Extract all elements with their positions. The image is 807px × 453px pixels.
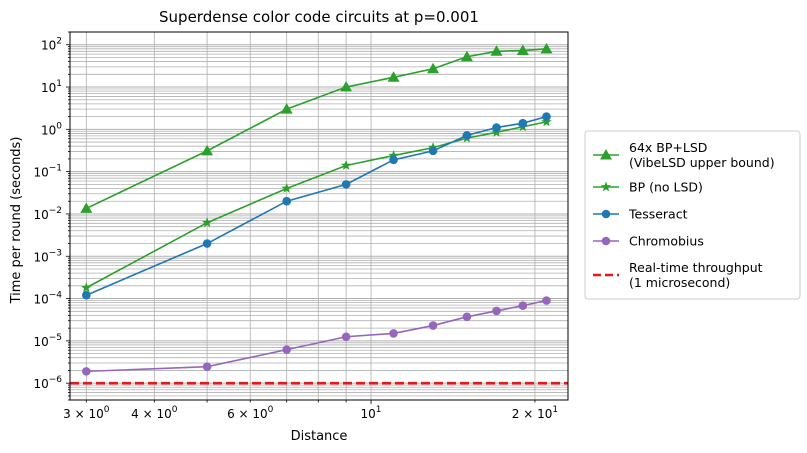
data-point-64x-bp-lsd — [490, 45, 503, 56]
x-tick-label: 6 × 100 — [227, 405, 274, 421]
data-point-64x-bp-lsd — [80, 202, 93, 213]
data-point-chromobius — [202, 362, 212, 372]
data-point-tesseract — [282, 196, 291, 206]
data-point-chromobius — [282, 345, 291, 354]
y-tick-label: 10−6 — [33, 375, 62, 391]
data-point-bp-no-lsd — [281, 183, 292, 193]
data-point-chromobius — [462, 312, 472, 322]
data-point-tesseract — [492, 123, 501, 132]
data-point-64x-bp-lsd — [427, 62, 440, 74]
legend: 64x BP+LSD(VibeLSD upper bound) BP (no LS… — [584, 130, 801, 300]
legend-label-real-time-throughput: Real-time throughput — [629, 260, 763, 275]
legend-label-real-time-throughput: (1 microsecond) — [629, 275, 730, 290]
data-point-tesseract — [202, 239, 212, 248]
data-point-64x-bp-lsd — [280, 103, 293, 114]
data-point-64x-bp-lsd — [387, 71, 400, 82]
data-point-tesseract — [462, 131, 472, 140]
data-point-tesseract — [341, 180, 351, 189]
data-point-chromobius — [82, 367, 91, 376]
y-tick-label: 10−5 — [33, 333, 62, 349]
data-point-tesseract — [428, 146, 438, 156]
data-point-tesseract — [82, 290, 91, 300]
data-point-64x-bp-lsd — [516, 44, 529, 56]
data-point-bp-no-lsd — [81, 282, 92, 293]
data-point-tesseract — [518, 118, 528, 128]
data-point-64x-bp-lsd — [540, 42, 553, 54]
legend-box — [584, 130, 801, 300]
series-line-64x-bp-lsd — [85, 48, 547, 210]
legend-label-chromobius: Chromobius — [629, 234, 704, 249]
x-tick-label: 4 × 100 — [131, 405, 178, 421]
series-line-tesseract — [86, 115, 547, 296]
y-tick-label: 10−3 — [33, 248, 62, 264]
axis-ticks: 10−6 10−5 10−4 10−3 10−2 10−1 100 101 102 3 × 100… — [33, 31, 558, 421]
legend-marker-bp-no-lsd — [600, 181, 612, 192]
data-point-chromobius — [428, 321, 438, 330]
x-tick-label: 101 — [361, 405, 382, 421]
data-point-bp-no-lsd — [541, 116, 552, 127]
y-tick-label: 10−4 — [33, 291, 62, 307]
y-tick-label: 102 — [41, 37, 62, 53]
y-tick-label: 10−2 — [33, 206, 62, 222]
y-tick-label: 10−1 — [33, 164, 62, 180]
legend-label-tesseract: Tesseract — [628, 207, 688, 222]
data-point-tesseract — [389, 155, 398, 165]
legend-label-64x-bp-lsd: 64x BP+LSD — [629, 140, 707, 155]
data-point-64x-bp-lsd — [201, 144, 214, 156]
y-tick-label: 100 — [41, 121, 62, 137]
data-point-64x-bp-lsd — [460, 50, 473, 62]
data-point-chromobius — [518, 301, 528, 310]
data-point-bp-no-lsd — [388, 150, 399, 160]
data-point-bp-no-lsd — [201, 217, 213, 228]
legend-marker-chromobius — [601, 236, 611, 246]
data-point-chromobius — [492, 306, 501, 316]
data-point-64x-bp-lsd — [340, 81, 353, 92]
y-axis-label: Time per round (seconds) — [9, 137, 24, 305]
data-point-bp-no-lsd — [340, 160, 352, 170]
y-tick-label: 101 — [41, 79, 62, 95]
data-point-tesseract — [542, 112, 551, 121]
series-line-bp-no-lsd — [85, 121, 547, 289]
x-tick-label: 2 × 101 — [512, 405, 558, 421]
x-axis-label: Distance — [291, 429, 348, 444]
grid-lines — [70, 31, 568, 401]
x-tick-label: 3 × 100 — [63, 405, 110, 421]
data-point-chromobius — [341, 332, 351, 342]
plot-area — [70, 42, 568, 385]
data-point-chromobius — [542, 296, 551, 305]
legend-label-64x-bp-lsd: (VibeLSD upper bound) — [629, 155, 775, 170]
series-line-chromobius — [86, 299, 547, 373]
data-point-chromobius — [389, 329, 398, 338]
legend-marker-tesseract — [601, 209, 611, 219]
chart-title: Superdense color code circuits at p=0.00… — [159, 8, 479, 26]
legend-marker-64x-bp-lsd — [600, 149, 612, 160]
legend-label-bp-no-lsd: BP (no LSD) — [629, 180, 703, 195]
